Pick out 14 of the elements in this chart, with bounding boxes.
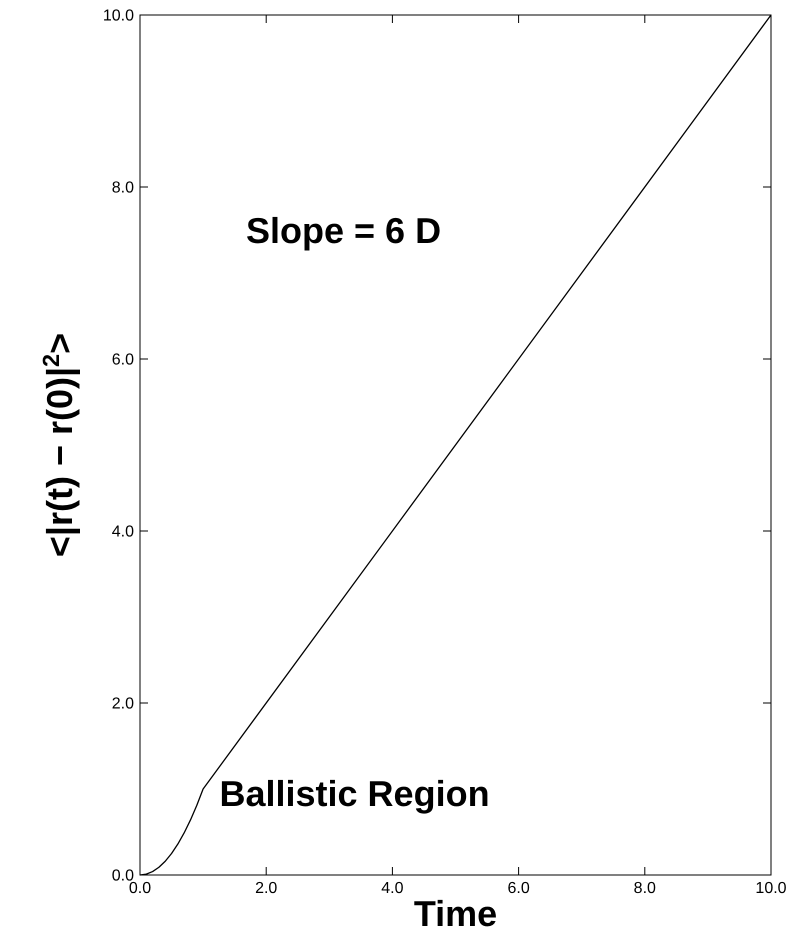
x-tick-label: 4.0: [381, 880, 404, 897]
annotation: Slope = 6 D: [246, 210, 442, 251]
x-tick-label: 10.0: [755, 880, 787, 897]
x-axis-title: Time: [414, 893, 498, 934]
y-tick-label: 4.0: [112, 524, 134, 541]
x-tick-label: 0.0: [128, 880, 152, 897]
y-tick-label: 2.0: [112, 696, 134, 713]
y-tick-label: 6.0: [112, 352, 134, 369]
y-tick-label: 10.0: [102, 8, 134, 25]
x-tick-label: 6.0: [507, 880, 530, 897]
annotation: Ballistic Region: [220, 773, 490, 814]
x-tick-label: 8.0: [634, 880, 656, 897]
y-tick-label: 8.0: [112, 180, 134, 197]
x-tick-label: 2.0: [255, 880, 278, 897]
